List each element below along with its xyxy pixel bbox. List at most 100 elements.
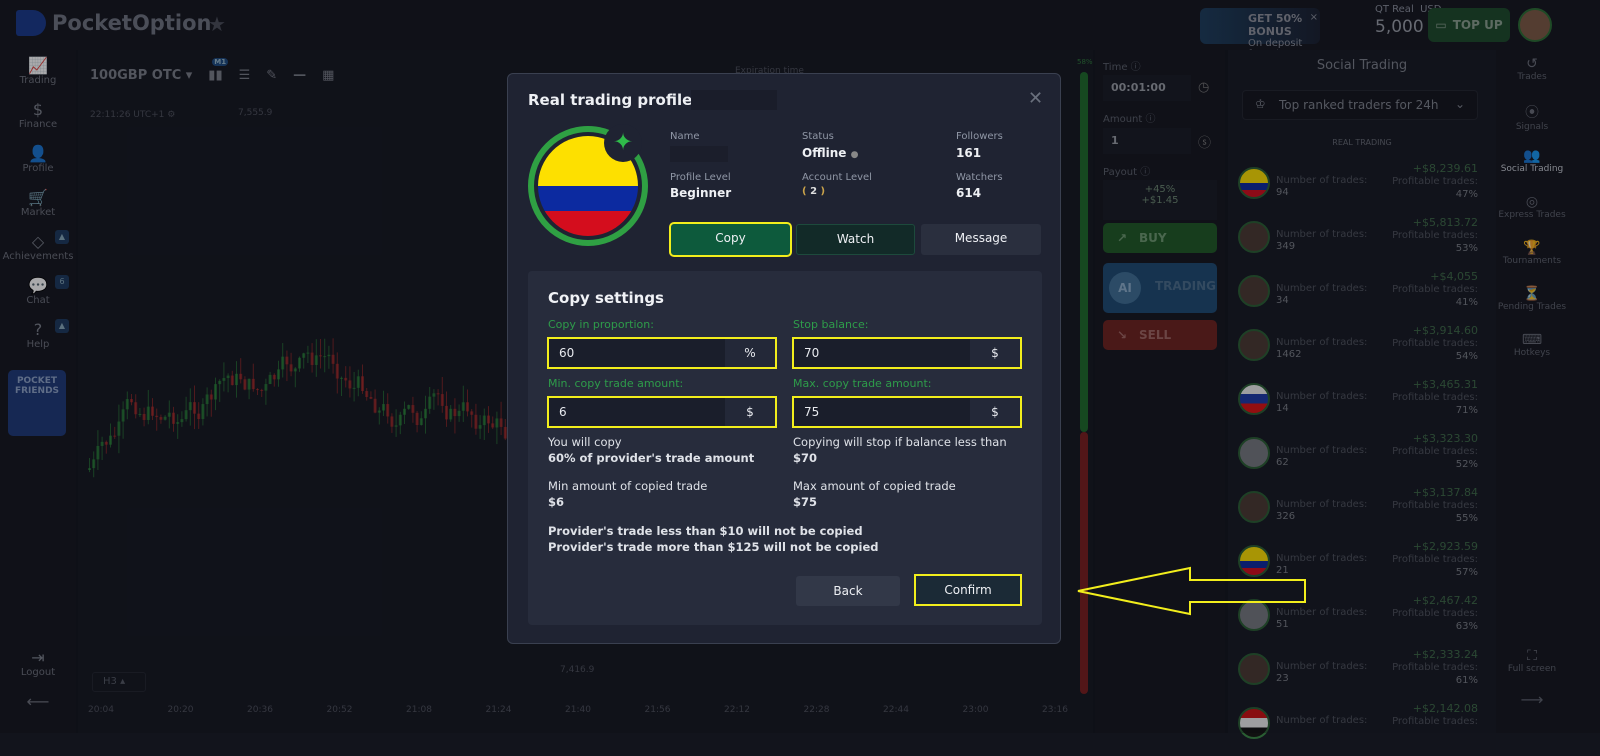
candle — [369, 396, 373, 399]
payout-label: Payout ⓘ — [1103, 167, 1151, 178]
candle — [491, 423, 495, 428]
sidebar-item-chat[interactable]: 💬 Chat — [0, 276, 76, 306]
sidebar-item-profile[interactable]: 👤 Profile — [0, 144, 76, 174]
close-icon[interactable]: × — [1309, 12, 1318, 23]
help-badge: ▲ — [55, 319, 69, 333]
social-trading-panel: Social Trading ♔ Top ranked traders for 2… — [1228, 50, 1496, 739]
logout-button[interactable]: ⇥ Logout — [0, 648, 76, 678]
asset-selector[interactable]: 100GBP OTC ▾ — [90, 68, 193, 83]
copy-button[interactable]: Copy — [669, 222, 792, 257]
trader-avatar — [1238, 437, 1270, 469]
sell-button[interactable]: ↘ SELL — [1103, 320, 1217, 350]
sidebar-item-trading[interactable]: 📈 Trading — [0, 56, 76, 86]
dollar-icon: $ — [32, 100, 44, 119]
profitable-label: Profitable trades: — [1392, 608, 1478, 619]
min-amount-value: 6 — [559, 405, 567, 419]
trader-list-item[interactable]: Number of trades: 1462 +$3,914.60 Profit… — [1236, 324, 1486, 378]
trader-list-item[interactable]: Number of trades: 51 +$2,467.42 Profitab… — [1236, 594, 1486, 648]
min-amount-input[interactable]: 6 $ — [547, 396, 777, 428]
ai-trading-button[interactable]: AI TRADING — [1103, 263, 1217, 313]
status-label: Status — [802, 131, 834, 142]
trader-list-item[interactable]: Number of trades: 23 +$2,333.24 Profitab… — [1236, 648, 1486, 702]
stop-balance-input[interactable]: 70 $ — [792, 337, 1022, 369]
message-button[interactable]: Message — [921, 224, 1041, 255]
sidebar-item-finance[interactable]: $ Finance — [0, 100, 76, 130]
pocket-friends-promo[interactable]: POCKET FRIENDS — [8, 370, 66, 436]
filter-value: Top ranked traders for 24h — [1279, 98, 1439, 112]
watch-button[interactable]: Watch — [796, 224, 915, 255]
rightbar-item-hotkeys[interactable]: ⌨ Hotkeys — [1496, 332, 1568, 358]
buy-button[interactable]: ↗ BUY — [1103, 223, 1217, 253]
user-avatar[interactable] — [1518, 8, 1552, 42]
trader-list-item[interactable]: Number of trades: 21 +$2,923.59 Profitab… — [1236, 540, 1486, 594]
rightbar-item-social-trading[interactable]: 👥 Social Trading — [1496, 148, 1568, 174]
fullscreen-button[interactable]: ⛶ Full screen — [1496, 648, 1568, 674]
chart-type-icon[interactable]: ▮▮ M1 — [208, 58, 229, 83]
proportion-input[interactable]: 60% — [547, 337, 777, 369]
collapse-arrow-icon[interactable]: ⟵ — [26, 692, 50, 711]
indicators-icon[interactable]: ☰ — [238, 68, 251, 83]
confirm-button[interactable]: Confirm — [914, 574, 1022, 606]
amount-input[interactable]: 1 — [1103, 128, 1191, 154]
rightbar-item-express-trades[interactable]: ◎ Express Trades — [1496, 194, 1568, 220]
rightbar-item-pending-trades[interactable]: ⏳ Pending Trades — [1496, 286, 1568, 312]
rightbar-item-tournaments[interactable]: 🏆 Tournaments — [1496, 240, 1568, 266]
rightbar-item-signals[interactable]: ⦿ Signals — [1496, 102, 1568, 132]
candle — [323, 356, 327, 358]
max-amount-input[interactable]: 75 $ — [792, 396, 1022, 428]
traders-filter-dropdown[interactable]: ♔ Top ranked traders for 24h ⌄ — [1242, 90, 1478, 120]
candle — [440, 394, 444, 406]
trades-count: 14 — [1276, 403, 1289, 414]
profitable-label: Profitable trades: — [1392, 662, 1478, 673]
close-icon[interactable]: ✕ — [1028, 88, 1044, 109]
x-tick-label: 20:52 — [326, 705, 353, 715]
logo[interactable]: PocketOption — [16, 10, 211, 36]
candle — [314, 355, 318, 365]
sidebar-item-achievements[interactable]: ◇ Achievements — [0, 232, 76, 262]
back-button[interactable]: Back — [796, 576, 900, 606]
trader-list-item[interactable]: Number of trades: 34 +$4,055 Profitable … — [1236, 270, 1486, 324]
copy-info-value: 60% of provider's trade amount — [548, 451, 755, 465]
min-info: Min amount of copied trade $6 — [548, 478, 707, 510]
candle — [344, 377, 348, 381]
time-input[interactable]: 00:01:00 — [1103, 75, 1191, 101]
expand-arrow-icon[interactable]: ⟶ — [1520, 690, 1544, 709]
timeframe-value: H3 — [103, 676, 117, 687]
top-up-button[interactable]: ▭ TOP UP — [1428, 8, 1510, 42]
candle — [453, 408, 457, 417]
award-icon: ♔ — [1255, 97, 1266, 111]
candle — [457, 410, 461, 417]
trader-profile-modal: Real trading profile ID: ✕ ✦ Name Status… — [507, 73, 1061, 644]
trades-label: Number of trades: — [1276, 391, 1368, 402]
currency-icon[interactable]: ⓢ — [1198, 136, 1212, 151]
profile-level-label: Profile Level — [670, 172, 731, 183]
followers-value: 161 — [956, 146, 982, 160]
candle — [100, 441, 104, 446]
candle — [239, 373, 243, 380]
trader-list-item[interactable]: Number of trades: 94 +$8,239.61 Profitab… — [1236, 162, 1486, 216]
rightbar-item-trades[interactable]: ↺ Trades — [1496, 56, 1568, 82]
sidebar-item-help[interactable]: ? Help — [0, 320, 76, 350]
trader-list-item[interactable]: Number of trades: 62 +$3,323.30 Profitab… — [1236, 432, 1486, 486]
trader-list-item[interactable]: Number of trades: 349 +$5,813.72 Profita… — [1236, 216, 1486, 270]
x-tick-label: 23:16 — [1042, 705, 1068, 715]
line-icon[interactable]: — — [293, 68, 307, 83]
x-tick-label: 21:24 — [485, 705, 512, 715]
candle — [461, 402, 465, 411]
favorite-star-icon[interactable]: ★ — [208, 12, 226, 36]
trader-list-item[interactable]: Number of trades: 14 +$3,465.31 Profitab… — [1236, 378, 1486, 432]
brush-icon[interactable]: ✎ — [266, 68, 278, 83]
timeframe-selector[interactable]: H3 ▴ — [92, 672, 146, 692]
buy-label: BUY — [1139, 231, 1167, 245]
trader-list-item[interactable]: Number of trades: 326 +$3,137.84 Profita… — [1236, 486, 1486, 540]
trades-label: Number of trades: — [1276, 715, 1368, 726]
layout-grid-icon[interactable]: ▦ — [322, 68, 335, 83]
profitable-percent: 52% — [1455, 459, 1478, 470]
candle — [331, 354, 335, 364]
timeframe-badge: M1 — [212, 58, 229, 66]
trades-count: 349 — [1276, 241, 1296, 252]
sidebar-item-market[interactable]: 🛒 Market — [0, 188, 76, 218]
trader-profit: +$4,055 — [1430, 270, 1478, 283]
clock-icon[interactable]: ◷ — [1198, 80, 1210, 95]
fullscreen-label: Full screen — [1507, 664, 1557, 674]
